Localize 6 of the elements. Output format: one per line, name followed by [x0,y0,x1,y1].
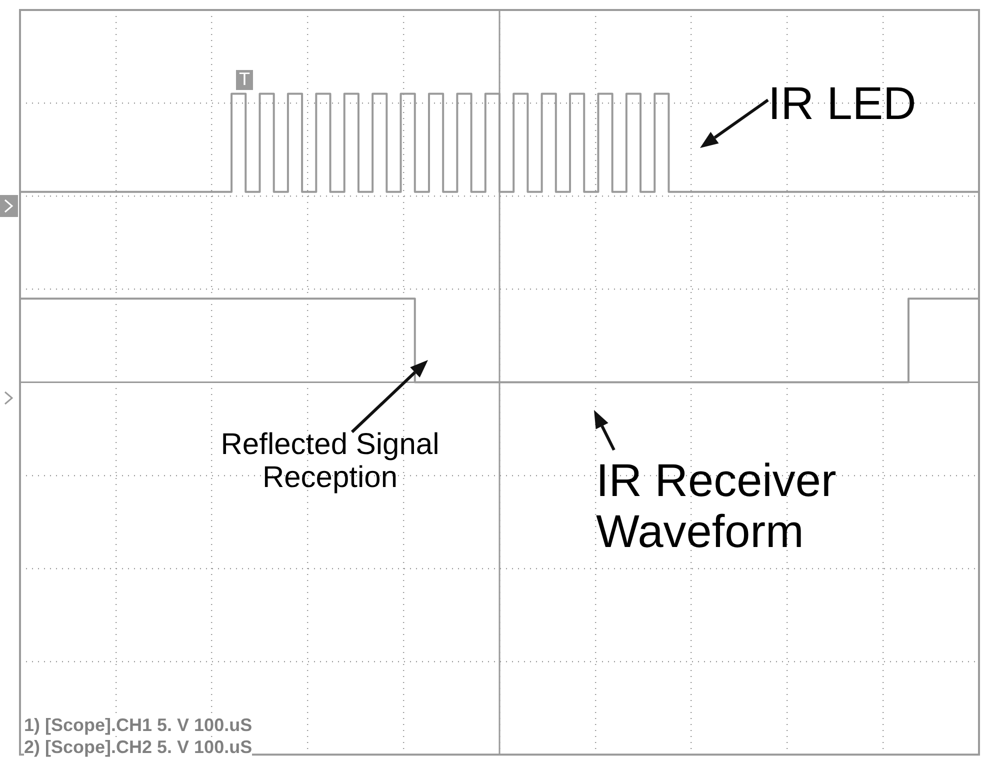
text: IR Receiver Waveform [596,454,838,557]
text: Reflected Signal Reception [220,428,440,494]
annotation: IR LED [768,77,916,129]
text: T [236,69,253,90]
text: 2) [Scope].CH2 5. V 100.uS [24,737,252,758]
text: 1) [Scope].CH1 5. V 100.uS [24,715,252,736]
